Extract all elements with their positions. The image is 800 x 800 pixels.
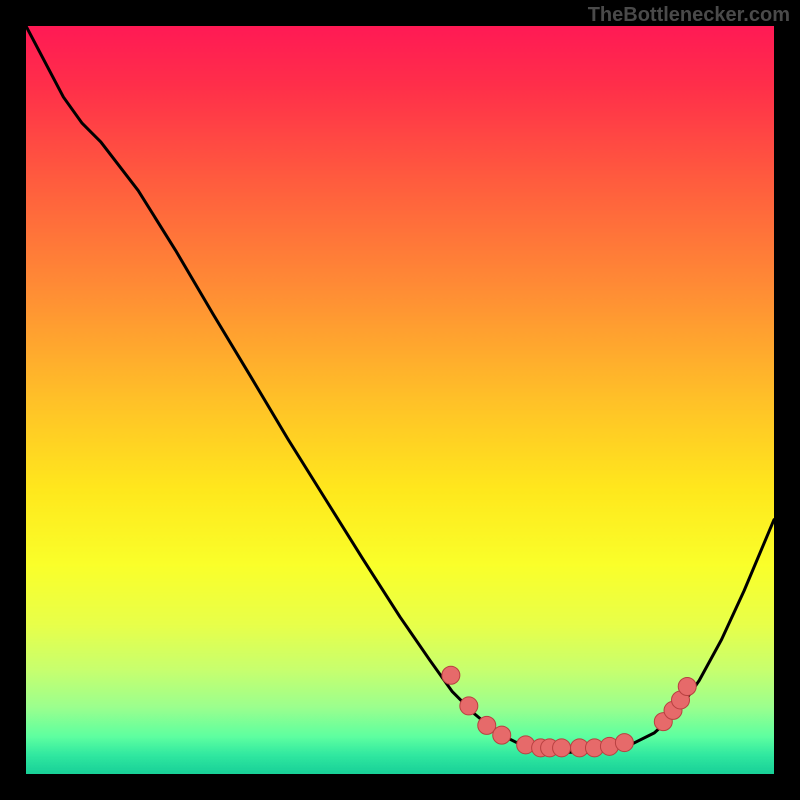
watermark-text: TheBottlenecker.com	[588, 4, 790, 27]
data-marker	[442, 666, 460, 684]
data-marker	[460, 697, 478, 715]
curve-overlay	[26, 26, 774, 774]
bottleneck-curve	[26, 26, 774, 752]
data-marker	[493, 726, 511, 744]
marker-group	[442, 666, 696, 757]
data-marker	[553, 739, 571, 757]
plot-area	[26, 26, 774, 774]
data-marker	[678, 677, 696, 695]
data-marker	[615, 734, 633, 752]
